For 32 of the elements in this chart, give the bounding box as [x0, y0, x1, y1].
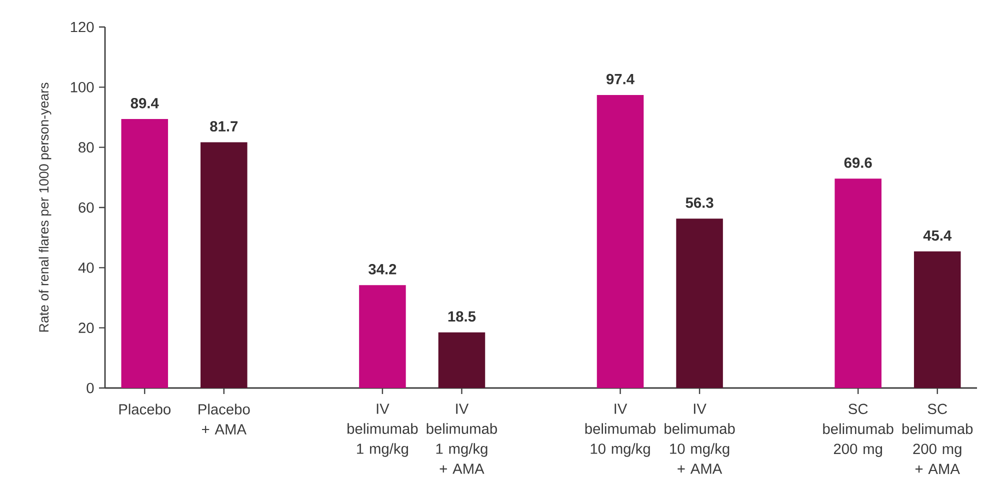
x-tick-label: Placebo + AMA — [198, 404, 250, 434]
y-tick-label: 40 — [78, 262, 94, 273]
y-tick-label: 0 — [86, 382, 94, 394]
bar — [121, 119, 168, 388]
y-tick-label: 120 — [70, 22, 94, 32]
data-label: 69.6 — [844, 158, 872, 168]
bar — [596, 94, 644, 388]
data-label: 18.5 — [448, 311, 476, 322]
data-label: 89.4 — [130, 98, 159, 108]
x-tick-label: IV belimumab 10 mg/kg + AMA — [664, 404, 735, 474]
y-tick-label: 100 — [70, 82, 94, 92]
y-tick-label: 60 — [78, 202, 94, 213]
y-axis-title: Rate of renal flares per 1000 person-years — [38, 82, 52, 332]
y-tick-label: 20 — [78, 322, 94, 334]
bar — [676, 218, 723, 388]
data-label: 34.2 — [368, 264, 396, 274]
x-tick-label: IV belimumab 1 mg/kg — [348, 404, 418, 457]
bar — [359, 285, 406, 388]
x-tick-label: IV belimumab 1 mg/kg + AMA — [426, 404, 497, 474]
data-label: 81.7 — [210, 121, 238, 132]
bar — [438, 332, 486, 388]
data-label: 45.4 — [923, 230, 952, 241]
data-label: 56.3 — [686, 198, 714, 208]
x-tick-label: IV belimumab 10 mg/kg — [585, 404, 656, 457]
data-label: 97.4 — [606, 74, 634, 84]
x-tick-label: Placebo — [119, 404, 170, 414]
y-tick-label: 80 — [78, 142, 94, 153]
x-tick-label: SC belimumab 200 mg + AMA — [902, 404, 973, 474]
x-tick-label: SC belimumab 200 mg — [823, 404, 894, 457]
bar — [914, 251, 961, 388]
bar — [200, 142, 248, 388]
bar — [834, 178, 882, 388]
